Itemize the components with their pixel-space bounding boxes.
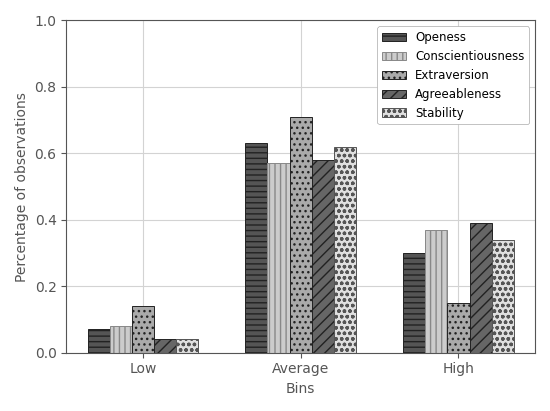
- Bar: [470, 223, 492, 353]
- Y-axis label: Percentage of observations: Percentage of observations: [15, 92, 29, 282]
- Legend: Openess, Conscientiousness, Extraversion, Agreeableness, Stability: Openess, Conscientiousness, Extraversion…: [377, 26, 529, 125]
- X-axis label: Bins: Bins: [286, 382, 315, 396]
- Bar: [154, 339, 176, 353]
- Bar: [492, 240, 514, 353]
- Bar: [132, 306, 154, 353]
- Bar: [334, 147, 356, 353]
- Bar: [312, 160, 334, 353]
- Bar: [290, 117, 312, 353]
- Bar: [267, 163, 290, 353]
- Bar: [425, 230, 447, 353]
- Bar: [87, 330, 109, 353]
- Bar: [447, 303, 470, 353]
- Bar: [176, 339, 198, 353]
- Bar: [109, 326, 132, 353]
- Bar: [403, 253, 425, 353]
- Bar: [245, 143, 267, 353]
